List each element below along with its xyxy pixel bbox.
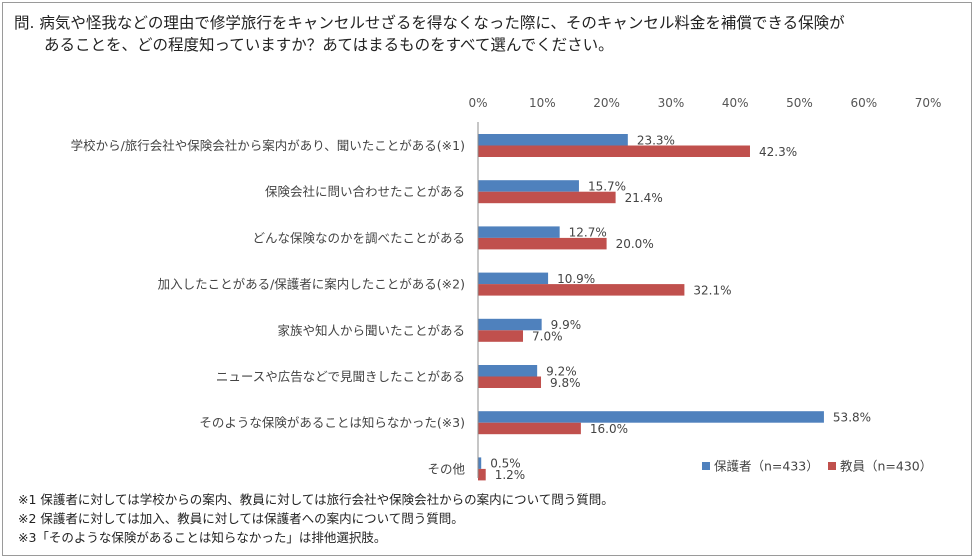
bar bbox=[478, 180, 579, 192]
data-label: 9.8% bbox=[550, 376, 581, 390]
bar bbox=[478, 284, 685, 296]
data-label: 12.7% bbox=[569, 226, 607, 240]
data-label: 15.7% bbox=[588, 179, 626, 193]
category-labels: 学校から/旅行会社や保険会社から案内があり、聞いたことがある(※1) 保険会社に問… bbox=[71, 138, 466, 476]
bar bbox=[478, 191, 616, 204]
data-label: 20.0% bbox=[616, 237, 654, 251]
data-label: 42.3% bbox=[759, 145, 797, 159]
category-label: 保険会社に問い合わせたことがある bbox=[265, 184, 465, 199]
data-label: 1.2% bbox=[495, 468, 526, 482]
bar bbox=[478, 272, 549, 285]
bar bbox=[478, 468, 486, 481]
bar bbox=[478, 330, 524, 342]
data-label: 10.9% bbox=[557, 272, 595, 286]
bar bbox=[478, 134, 628, 146]
x-tick-label: 40% bbox=[722, 96, 749, 110]
footnotes: ※1 保護者に対しては学校からの案内、教員に対しては旅行会社や保険会社からの案内… bbox=[18, 490, 614, 547]
x-tick-label: 70% bbox=[915, 96, 942, 110]
bar bbox=[478, 422, 581, 435]
x-tick-label: 20% bbox=[593, 96, 620, 110]
x-tick-label: 10% bbox=[529, 96, 556, 110]
footnote-2: ※2 保護者に対しては加入、教員に対しては保護者への案内について問う質問。 bbox=[18, 511, 464, 526]
legend-swatch bbox=[828, 462, 836, 470]
bar bbox=[478, 457, 482, 469]
data-label: 0.5% bbox=[490, 457, 520, 471]
footnote-1: ※1 保護者に対しては学校からの案内、教員に対しては旅行会社や保険会社からの案内… bbox=[18, 492, 614, 507]
data-label: 9.9% bbox=[551, 318, 582, 332]
data-label: 53.8% bbox=[833, 410, 871, 424]
legend-label: 教員（n=430） bbox=[840, 459, 932, 474]
question-text: 問. 病気や怪我などの理由で修学旅行をキャンセルせざるを得なくなった際に、そのキ… bbox=[14, 12, 964, 56]
bar bbox=[478, 145, 750, 157]
question-line-1: 問. 病気や怪我などの理由で修学旅行をキャンセルせざるを得なくなった際に、そのキ… bbox=[14, 14, 845, 32]
category-label: 家族や知人から聞いたことがある bbox=[277, 323, 465, 338]
x-tick-label: 0% bbox=[468, 96, 487, 110]
category-label: 加入したことがある/保護者に案内したことがある(※2) bbox=[158, 277, 465, 292]
data-label: 16.0% bbox=[590, 422, 628, 436]
data-label: 7.0% bbox=[532, 330, 563, 344]
category-label: どんな保険なのかを調べたことがある bbox=[252, 230, 465, 245]
data-labels: 23.3% 15.7% 12.7% 10.9% 9.9% 9.2% 53.8% 0.5% 42.… bbox=[490, 133, 871, 482]
data-label: 9.2% bbox=[546, 364, 577, 378]
x-tick-label: 60% bbox=[850, 96, 877, 110]
bar bbox=[478, 237, 607, 250]
bars bbox=[478, 134, 824, 481]
category-label: 学校から/旅行会社や保険会社から案内があり、聞いたことがある(※1) bbox=[71, 138, 465, 153]
data-label: 21.4% bbox=[625, 191, 663, 205]
category-label: ニュースや広告などで見聞きしたことがある bbox=[216, 369, 465, 384]
data-label: 23.3% bbox=[637, 133, 675, 147]
question-line-2: あることを、どの程度知っていますか？あてはまるものをすべて選んでください。 bbox=[44, 36, 614, 54]
x-tick-label: 30% bbox=[658, 96, 685, 110]
bar bbox=[478, 318, 542, 331]
bar bbox=[478, 411, 824, 423]
bar bbox=[478, 376, 542, 388]
legend-label: 保護者（n=433） bbox=[714, 459, 819, 474]
category-label: そのような保険があることは知らなかった(※3) bbox=[199, 415, 465, 430]
x-tick-labels: 0% 10% 20% 30% 40% 50% 60% 70% bbox=[468, 96, 941, 110]
legend: 保護者（n=433） 教員（n=430） bbox=[702, 459, 932, 474]
legend-swatch bbox=[702, 462, 710, 470]
x-tick-label: 50% bbox=[786, 96, 813, 110]
data-label: 32.1% bbox=[693, 283, 731, 297]
bar bbox=[478, 365, 538, 377]
category-label: その他 bbox=[427, 461, 465, 476]
footnote-3: ※3「そのような保険があることは知らなかった」は排他選択肢。 bbox=[18, 530, 387, 545]
bar bbox=[478, 226, 560, 238]
